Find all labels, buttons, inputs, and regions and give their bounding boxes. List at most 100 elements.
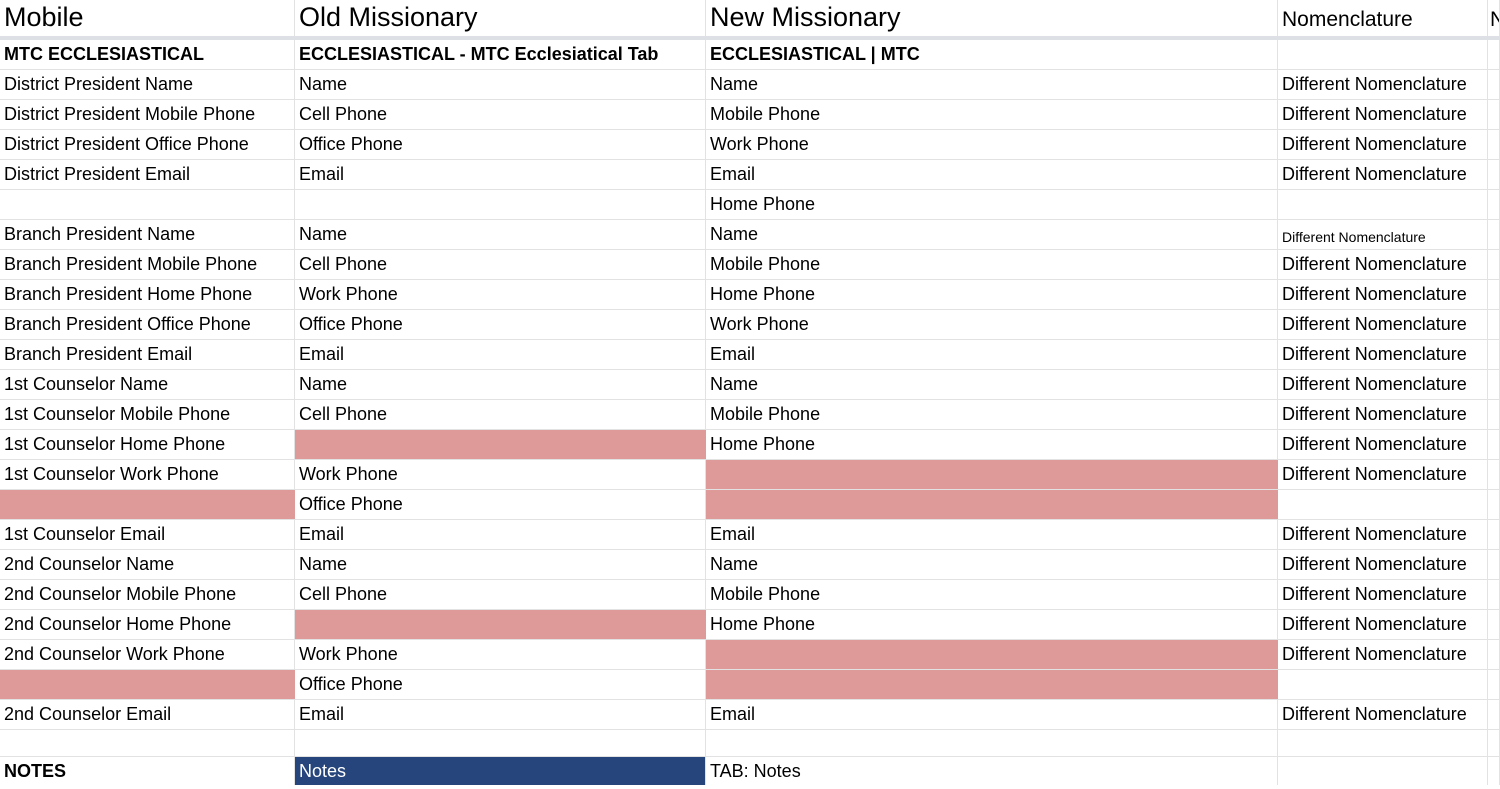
cell-mobile[interactable]: NOTES [0,757,295,785]
cell-mobile[interactable] [0,730,295,756]
cell-old-missionary[interactable]: Work Phone [295,460,706,489]
cell-nomenclature[interactable]: Different Nomenclature [1278,340,1488,369]
cell-new-missionary[interactable]: Home Phone [706,610,1278,639]
cell-new-missionary[interactable] [706,640,1278,669]
cell-new-missionary[interactable]: Name [706,550,1278,579]
cell-nomenclature[interactable] [1278,757,1488,785]
cell-mobile[interactable]: 1st Counselor Home Phone [0,430,295,459]
cell-truncated-column[interactable] [1488,190,1500,219]
cell-old-missionary[interactable]: Office Phone [295,490,706,519]
cell-nomenclature[interactable]: Different Nomenclature [1278,580,1488,609]
cell-truncated-column[interactable] [1488,580,1500,609]
cell-truncated-column[interactable] [1488,490,1500,519]
header-cell-nomenclature[interactable]: Nomenclature [1278,0,1488,36]
cell-nomenclature[interactable]: Different Nomenclature [1278,700,1488,729]
cell-mobile[interactable]: District President Mobile Phone [0,100,295,129]
cell-nomenclature[interactable]: Different Nomenclature [1278,400,1488,429]
cell-old-missionary[interactable]: Email [295,520,706,549]
cell-truncated-column[interactable] [1488,370,1500,399]
cell-truncated-column[interactable] [1488,40,1500,69]
cell-old-missionary[interactable]: Work Phone [295,640,706,669]
cell-old-missionary[interactable]: Office Phone [295,130,706,159]
cell-new-missionary[interactable]: Work Phone [706,310,1278,339]
cell-nomenclature[interactable]: Different Nomenclature [1278,220,1488,249]
cell-old-missionary[interactable]: Name [295,70,706,99]
cell-truncated-column[interactable] [1488,340,1500,369]
cell-new-missionary[interactable]: Email [706,520,1278,549]
cell-nomenclature[interactable]: Different Nomenclature [1278,550,1488,579]
cell-mobile[interactable] [0,490,295,519]
cell-nomenclature[interactable]: Different Nomenclature [1278,130,1488,159]
cell-truncated-column[interactable] [1488,730,1500,756]
cell-nomenclature[interactable] [1278,670,1488,699]
cell-old-missionary[interactable]: Name [295,370,706,399]
cell-mobile[interactable]: Branch President Mobile Phone [0,250,295,279]
cell-mobile[interactable]: 2nd Counselor Email [0,700,295,729]
cell-new-missionary[interactable]: TAB: Notes [706,757,1278,785]
header-cell-truncated[interactable]: N [1488,0,1500,36]
cell-mobile[interactable]: 1st Counselor Work Phone [0,460,295,489]
cell-mobile[interactable]: Branch President Email [0,340,295,369]
cell-truncated-column[interactable] [1488,100,1500,129]
cell-truncated-column[interactable] [1488,520,1500,549]
cell-truncated-column[interactable] [1488,757,1500,785]
cell-old-missionary[interactable]: Name [295,220,706,249]
cell-mobile[interactable]: Branch President Home Phone [0,280,295,309]
cell-mobile[interactable]: 1st Counselor Name [0,370,295,399]
cell-new-missionary[interactable]: Mobile Phone [706,400,1278,429]
cell-new-missionary[interactable]: Mobile Phone [706,250,1278,279]
cell-nomenclature[interactable]: Different Nomenclature [1278,160,1488,189]
cell-truncated-column[interactable] [1488,460,1500,489]
cell-mobile[interactable]: 2nd Counselor Name [0,550,295,579]
cell-old-missionary[interactable]: Cell Phone [295,100,706,129]
cell-truncated-column[interactable] [1488,400,1500,429]
cell-nomenclature[interactable]: Different Nomenclature [1278,310,1488,339]
cell-mobile[interactable]: District President Office Phone [0,130,295,159]
cell-mobile[interactable]: 2nd Counselor Mobile Phone [0,580,295,609]
cell-nomenclature[interactable]: Different Nomenclature [1278,460,1488,489]
cell-new-missionary[interactable]: Email [706,160,1278,189]
cell-mobile[interactable]: District President Name [0,70,295,99]
cell-truncated-column[interactable] [1488,220,1500,249]
cell-nomenclature[interactable] [1278,490,1488,519]
cell-new-missionary[interactable]: ECCLESIASTICAL | MTC [706,40,1278,69]
cell-nomenclature[interactable]: Different Nomenclature [1278,640,1488,669]
cell-nomenclature[interactable]: Different Nomenclature [1278,610,1488,639]
cell-new-missionary[interactable]: Email [706,700,1278,729]
header-cell-mobile[interactable]: Mobile [0,0,295,36]
cell-old-missionary[interactable]: Email [295,700,706,729]
cell-truncated-column[interactable] [1488,610,1500,639]
cell-new-missionary[interactable]: Name [706,370,1278,399]
cell-truncated-column[interactable] [1488,70,1500,99]
cell-old-missionary[interactable]: Office Phone [295,670,706,699]
cell-mobile[interactable]: Branch President Name [0,220,295,249]
cell-mobile[interactable]: District President Email [0,160,295,189]
cell-truncated-column[interactable] [1488,160,1500,189]
cell-truncated-column[interactable] [1488,640,1500,669]
cell-new-missionary[interactable]: Name [706,70,1278,99]
cell-mobile[interactable] [0,670,295,699]
cell-old-missionary[interactable] [295,610,706,639]
cell-nomenclature[interactable]: Different Nomenclature [1278,430,1488,459]
cell-mobile[interactable]: 1st Counselor Email [0,520,295,549]
cell-new-missionary[interactable]: Mobile Phone [706,580,1278,609]
cell-truncated-column[interactable] [1488,310,1500,339]
cell-mobile[interactable]: 2nd Counselor Work Phone [0,640,295,669]
cell-truncated-column[interactable] [1488,670,1500,699]
cell-truncated-column[interactable] [1488,700,1500,729]
cell-nomenclature[interactable]: Different Nomenclature [1278,70,1488,99]
cell-new-missionary[interactable] [706,670,1278,699]
cell-truncated-column[interactable] [1488,250,1500,279]
cell-old-missionary[interactable]: Work Phone [295,280,706,309]
cell-old-missionary[interactable] [295,430,706,459]
cell-mobile[interactable]: 2nd Counselor Home Phone [0,610,295,639]
cell-old-missionary[interactable] [295,190,706,219]
cell-nomenclature[interactable]: Different Nomenclature [1278,520,1488,549]
cell-new-missionary[interactable]: Mobile Phone [706,100,1278,129]
cell-new-missionary[interactable]: Home Phone [706,430,1278,459]
cell-new-missionary[interactable]: Home Phone [706,190,1278,219]
cell-new-missionary[interactable]: Email [706,340,1278,369]
cell-mobile[interactable] [0,190,295,219]
cell-nomenclature[interactable] [1278,40,1488,69]
cell-truncated-column[interactable] [1488,550,1500,579]
